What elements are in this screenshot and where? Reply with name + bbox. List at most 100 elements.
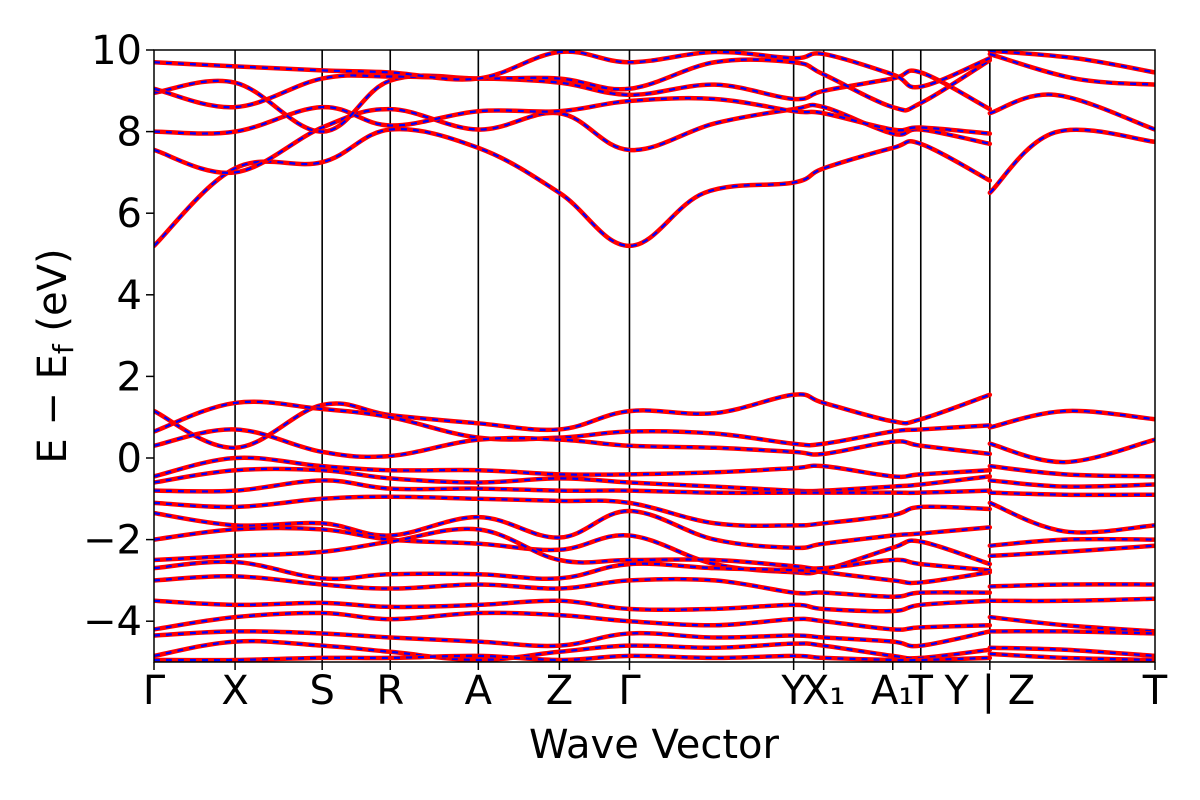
y-axis-ticks: −4 −2 0 2 4 6 8 10 [83, 28, 154, 645]
band-dashed-line [154, 527, 990, 572]
band-dashed-line [989, 501, 1155, 534]
band-dashed-line [989, 544, 1155, 558]
band-dashed-line [154, 654, 990, 662]
band-38 [987, 645, 1155, 659]
band-3 [987, 92, 1155, 132]
band-37 [154, 638, 993, 662]
band-20 [987, 490, 1155, 498]
band-18 [987, 478, 1155, 489]
band-22 [987, 500, 1155, 535]
band-24 [987, 536, 1155, 548]
band-35 [154, 629, 993, 649]
x-tick-label: X₁ [802, 668, 845, 714]
band-30 [987, 582, 1155, 589]
band-dashed-line [989, 465, 1155, 478]
band-solid-line [154, 559, 993, 586]
band-36 [987, 628, 1155, 636]
x-axis-title: Wave Vector [529, 722, 780, 768]
y-tick-label: −2 [83, 518, 142, 564]
y-tick-label: −4 [83, 599, 142, 645]
band-11 [987, 408, 1155, 430]
band-solid-line [154, 638, 993, 662]
x-tick-label: R [376, 668, 404, 714]
band-dashed-line [989, 646, 1155, 657]
band-23 [154, 508, 993, 551]
y-axis-title-main: E − E [30, 354, 76, 464]
band-solid-line [154, 573, 993, 599]
band-33 [154, 610, 993, 632]
x-tick-label: T [908, 668, 934, 714]
band-solid-line [154, 494, 993, 529]
band-solid-line [154, 598, 993, 614]
x-tick-label: S [309, 668, 334, 714]
band-solid-line [987, 463, 1155, 479]
band-dashed-line [154, 509, 990, 549]
kpoint-divider-lines [234, 50, 991, 662]
y-tick-label: 10 [91, 28, 142, 74]
band-9 [987, 50, 1155, 75]
band-13 [987, 437, 1155, 465]
band-lines [154, 50, 1155, 662]
band-34 [987, 614, 1155, 634]
band-dashed-line [154, 58, 991, 112]
y-axis-title-unit: (eV) [30, 248, 76, 344]
y-tick-label: 6 [117, 191, 142, 237]
band-dashed-line [989, 53, 1155, 86]
band-dashed-line [989, 438, 1155, 464]
band-solid-line [154, 126, 993, 249]
band-21 [154, 494, 993, 529]
band-40 [987, 651, 1155, 662]
x-tick-label: Y [780, 668, 806, 714]
band-16 [987, 463, 1155, 479]
band-dashed-line [989, 538, 1155, 547]
band-solid-line [154, 610, 993, 632]
band-dashed-line [154, 599, 990, 613]
band-dashed-line [154, 50, 991, 89]
band-dashed-line [989, 616, 1155, 633]
band-dashed-line [989, 93, 1155, 131]
x-tick-label: Y | Z [943, 668, 1035, 714]
band-dashed-line [154, 428, 990, 459]
y-tick-label: 2 [117, 354, 142, 400]
y-tick-label: 4 [117, 273, 142, 319]
band-dashed-line [989, 50, 1155, 74]
band-dashed-line [154, 526, 991, 575]
band-39 [154, 653, 993, 662]
band-solid-line [987, 92, 1155, 132]
y-tick-label: 0 [117, 436, 142, 482]
x-tick-label: T [1142, 668, 1168, 714]
x-tick-label: X [221, 668, 248, 714]
band-17 [154, 466, 993, 494]
band-31 [154, 598, 993, 614]
band-dashed-line [989, 597, 1155, 603]
x-tick-label: A₁ [871, 668, 914, 714]
y-tick-label: 8 [117, 110, 142, 156]
band-solid-line [154, 427, 993, 460]
band-29 [154, 573, 993, 599]
band-5 [154, 68, 993, 134]
y-axis-title-subscript: f [47, 343, 80, 354]
band-4 [154, 95, 993, 136]
band-solid-line [987, 127, 1155, 196]
band-dashed-line [154, 400, 990, 447]
band-0 [154, 126, 993, 249]
band-27 [987, 543, 1155, 559]
band-solid-line [154, 455, 993, 480]
band-15 [154, 455, 993, 480]
axes-frame [153, 49, 1156, 663]
band-dashed-line [154, 128, 991, 247]
band-dashed-line [989, 479, 1155, 488]
band-dashed-line [154, 479, 990, 494]
band-dashed-line [989, 652, 1155, 662]
x-tick-label: Z [546, 668, 573, 714]
x-tick-label: Γ [618, 668, 641, 714]
y-axis-title: E − Ef (eV) [30, 248, 80, 463]
band-12 [154, 399, 993, 448]
band-25 [154, 525, 993, 576]
band-1 [987, 127, 1155, 196]
band-dashed-line [154, 630, 991, 648]
band-dashed-line [154, 467, 990, 493]
band-dashed-line [989, 583, 1155, 588]
